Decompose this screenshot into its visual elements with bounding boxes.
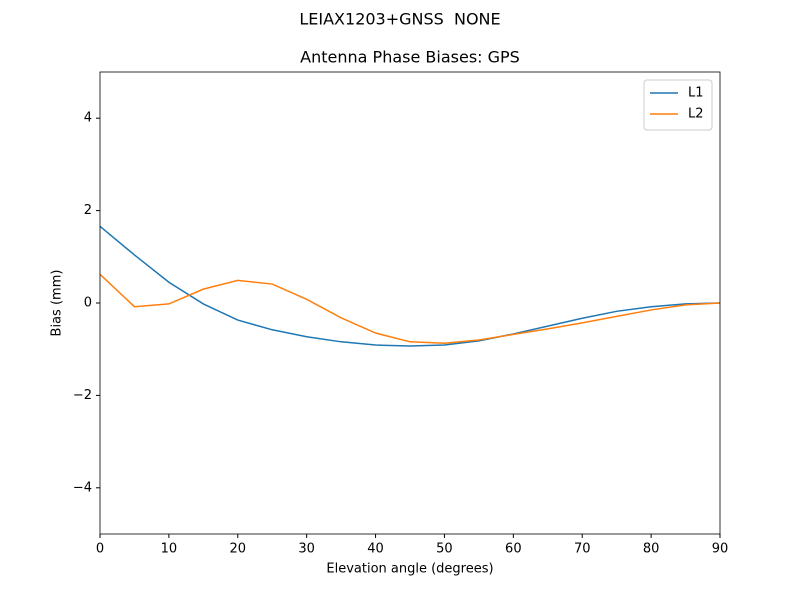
- x-tick-label: 80: [643, 542, 660, 557]
- chart-title: Antenna Phase Biases: GPS: [300, 48, 520, 67]
- x-tick-label: 60: [505, 542, 522, 557]
- x-tick-label: 70: [574, 542, 591, 557]
- x-axis-label: Elevation angle (degrees): [326, 562, 493, 577]
- x-tick-label: 90: [712, 542, 729, 557]
- y-axis-label: Bias (mm): [50, 270, 65, 337]
- y-tick-label: 2: [84, 203, 92, 218]
- series-line: [99, 273, 721, 344]
- x-tick-label: 10: [161, 542, 178, 557]
- y-tick-label: −2: [73, 388, 92, 403]
- x-tick-label: 30: [298, 542, 315, 557]
- x-tick-label: 50: [436, 542, 453, 557]
- legend-label: L2: [688, 107, 704, 122]
- x-tick-label: 40: [367, 542, 384, 557]
- x-tick-label: 0: [96, 542, 104, 557]
- series-line: [99, 225, 721, 347]
- legend-label: L1: [688, 86, 704, 101]
- y-tick-label: −4: [73, 480, 92, 495]
- y-tick-label: 4: [84, 111, 92, 126]
- x-tick-label: 20: [230, 542, 247, 557]
- chart-suptitle: LEIAX1203+GNSS NONE: [299, 10, 500, 29]
- y-tick-label: 0: [84, 296, 92, 311]
- plot-frame: [99, 71, 721, 535]
